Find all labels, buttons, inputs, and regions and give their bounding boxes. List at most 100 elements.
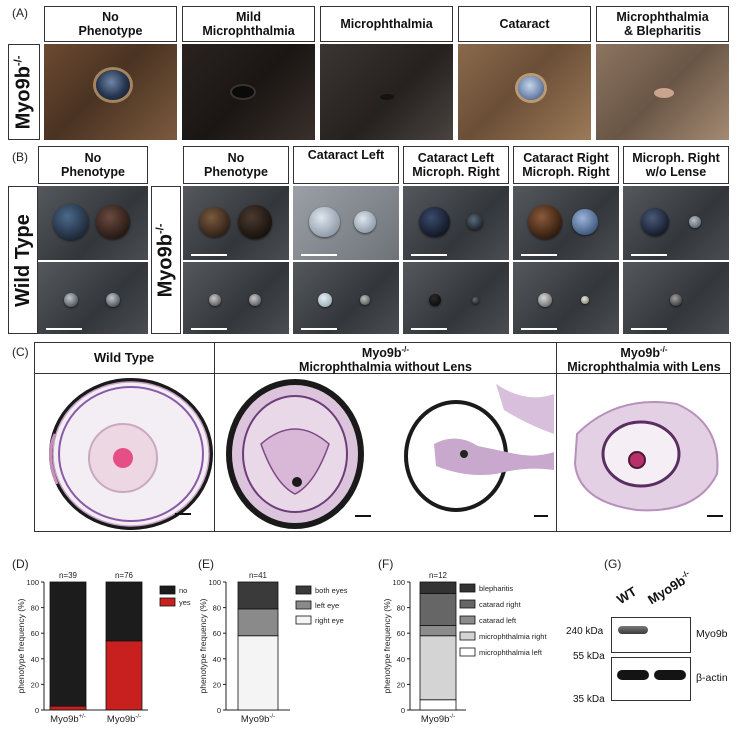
legend-swatch [159, 597, 176, 607]
scale-bar [301, 254, 337, 256]
y-tick-label: 40 [31, 655, 39, 664]
scale-bar [521, 254, 557, 256]
panel-c-label: (C) [12, 345, 29, 359]
y-tick-label: 0 [401, 706, 405, 715]
chart-f: 0 20 40 60 80 100 phenotype frequency (%) n=12 M… [382, 571, 547, 725]
photo-b-wt-top [38, 186, 148, 260]
panel-c-divider-2 [556, 342, 557, 532]
y-tick-label: 80 [213, 604, 221, 613]
histology-wild-type [35, 374, 214, 531]
legend-swatch [295, 600, 312, 610]
legend-entry: both eyes [315, 586, 348, 595]
dissected-eye [471, 296, 479, 304]
dissected-eye [580, 295, 590, 305]
dissected-eye [96, 205, 130, 239]
photo-a-mild-microphthalmia [182, 44, 315, 140]
photo-b-ko-5-top [623, 186, 729, 260]
y-tick-label: 100 [26, 578, 39, 587]
dissected-eye [419, 206, 451, 238]
y-tick-label: 100 [392, 578, 405, 587]
y-tick-label: 60 [31, 629, 39, 638]
panel-a-header-4: Cataract [458, 6, 591, 42]
legend-entry: yes [179, 598, 191, 607]
legend-entry: no [179, 586, 187, 595]
y-tick-label: 20 [31, 680, 39, 689]
n-label: n=12 [429, 571, 448, 580]
photo-b-ko-3-top [403, 186, 509, 260]
bar-segment-both-eyes [237, 581, 279, 610]
dissected-eye [688, 215, 702, 229]
photo-b-ko-2-top [293, 186, 399, 260]
dissected-eye [105, 293, 120, 307]
y-tick-label: 60 [397, 629, 405, 638]
legend-swatch [459, 599, 476, 609]
y-tick-label: 20 [397, 680, 405, 689]
y-axis-label: phenotype frequency (%) [198, 598, 208, 693]
dissected-eye [640, 208, 669, 236]
legend-entry: catarad left [479, 616, 517, 625]
photo-b-ko-1-top [183, 186, 289, 260]
panel-a-header-1: No Phenotype [44, 6, 177, 42]
photo-a-microphthalmia-blepharitis [596, 44, 729, 140]
legend-swatch [459, 583, 476, 593]
photo-a-cataract [458, 44, 591, 140]
panel-b-wt-row-label: Wild Type [8, 186, 38, 334]
panel-e-label: (E) [198, 557, 214, 571]
photo-a-no-phenotype [44, 44, 177, 140]
blot-mw-35: 35 kDa [573, 694, 605, 705]
n-label: n=39 [59, 571, 78, 580]
histology-without-lens-1 [215, 374, 386, 531]
category-label: Myo9b+/- [50, 714, 86, 725]
legend-swatch [295, 585, 312, 595]
y-axis-label: phenotype frequency (%) [382, 598, 392, 693]
dissected-eye [537, 293, 552, 307]
bar-segment-yes [49, 705, 87, 711]
panel-f-label: (F) [378, 557, 394, 571]
scale-bar [631, 254, 667, 256]
chart-e: 0 20 40 60 80 100 phenotype frequency (%) n=41 M… [198, 571, 348, 725]
y-tick-label: 20 [213, 680, 221, 689]
legend-entry: right eye [315, 616, 344, 625]
blot-lane-ko: Myo9b-/- [645, 568, 691, 608]
legend-swatch [459, 647, 476, 657]
legend-swatch [459, 631, 476, 641]
blot-mw-240: 240 kDa [566, 626, 604, 637]
photo-b-ko-4-top [513, 186, 619, 260]
panel-g-label: (G) [604, 557, 622, 571]
dissected-eye [64, 293, 78, 307]
y-tick-label: 60 [213, 629, 221, 638]
scale-bar [191, 328, 227, 330]
legend-entry: microphthalmia left [479, 648, 543, 657]
blot-top [611, 617, 691, 653]
panel-a-header-3: Microphthalmia [320, 6, 453, 42]
dissected-eye [317, 293, 332, 307]
dissected-eye [572, 209, 598, 235]
y-tick-label: 40 [213, 655, 221, 664]
y-tick-label: 40 [397, 655, 405, 664]
y-axis-label: phenotype frequency (%) [16, 598, 26, 693]
category-label: Myo9b-/- [107, 714, 141, 725]
panel-b-header-3: Cataract Left Microph. Right [403, 146, 509, 184]
dissected-eye [466, 213, 484, 231]
panel-a-header-2: Mild Microphthalmia [182, 6, 315, 42]
blot-bottom [611, 657, 691, 701]
n-label: n=41 [249, 571, 268, 580]
panel-c-frame [34, 342, 731, 532]
dissected-eye [238, 205, 272, 239]
panel-b-ko-row-label: Myo9b-/- [151, 186, 181, 334]
photo-b-ko-2-bot [293, 262, 399, 334]
photo-b-ko-4-bot [513, 262, 619, 334]
panel-b-header-1: No Phenotype [183, 146, 289, 184]
category-label: Myo9b-/- [241, 714, 275, 725]
scale-bar [411, 254, 447, 256]
y-tick-label: 80 [397, 604, 405, 613]
y-tick-label: 100 [208, 578, 221, 587]
panel-c-header-line [34, 373, 731, 374]
panel-c-divider-1 [214, 342, 215, 532]
legend-entry: catarad right [479, 600, 522, 609]
legend-entry: microphthalmia right [479, 632, 547, 641]
panel-b-wt-header: No Phenotype [38, 146, 148, 184]
category-label: Myo9b-/- [421, 714, 455, 725]
panel-a-label: (A) [12, 6, 28, 20]
bar-segment-left-eye [237, 608, 279, 637]
